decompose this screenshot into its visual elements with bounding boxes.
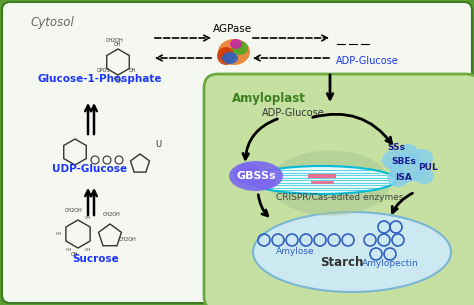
Text: OH: OH bbox=[84, 249, 91, 253]
Ellipse shape bbox=[229, 161, 283, 191]
Text: Amylose: Amylose bbox=[276, 247, 314, 256]
Ellipse shape bbox=[270, 150, 390, 216]
Text: Amylopectin: Amylopectin bbox=[362, 259, 419, 268]
Text: SSs: SSs bbox=[387, 143, 405, 152]
Text: PUL: PUL bbox=[418, 163, 438, 172]
Text: AGPase: AGPase bbox=[212, 24, 252, 34]
Text: OH: OH bbox=[71, 252, 79, 257]
Text: OH: OH bbox=[114, 42, 122, 48]
Text: Cytosol: Cytosol bbox=[30, 16, 74, 29]
FancyBboxPatch shape bbox=[204, 74, 474, 305]
Text: CH2OH: CH2OH bbox=[106, 38, 124, 43]
FancyBboxPatch shape bbox=[2, 2, 472, 303]
Text: OH: OH bbox=[56, 232, 62, 236]
Text: Starch: Starch bbox=[320, 256, 364, 269]
Ellipse shape bbox=[218, 39, 250, 65]
Text: ADP-Glucose: ADP-Glucose bbox=[336, 56, 398, 66]
Ellipse shape bbox=[382, 150, 406, 170]
Text: GBSSs: GBSSs bbox=[236, 171, 276, 181]
Ellipse shape bbox=[390, 154, 426, 182]
Ellipse shape bbox=[234, 163, 262, 185]
Text: OH: OH bbox=[65, 249, 72, 253]
Text: U: U bbox=[155, 140, 161, 149]
Text: OH: OH bbox=[129, 68, 137, 73]
Ellipse shape bbox=[411, 149, 433, 167]
Text: ADP-Glucose: ADP-Glucose bbox=[262, 108, 324, 118]
Text: UDP-Glucose: UDP-Glucose bbox=[53, 164, 128, 174]
Text: Amyloplast: Amyloplast bbox=[232, 92, 306, 105]
Text: Sucrose: Sucrose bbox=[73, 254, 119, 264]
Text: OH: OH bbox=[116, 79, 124, 84]
Ellipse shape bbox=[414, 168, 434, 184]
Text: CH2OH: CH2OH bbox=[119, 237, 137, 242]
Ellipse shape bbox=[232, 41, 248, 55]
Ellipse shape bbox=[253, 212, 451, 292]
Text: Glucose-1-Phosphate: Glucose-1-Phosphate bbox=[38, 74, 162, 84]
Text: SBEs: SBEs bbox=[392, 157, 417, 166]
Text: OH: OH bbox=[114, 77, 122, 81]
Text: CRISPR/Cas-edited enzymes: CRISPR/Cas-edited enzymes bbox=[276, 193, 404, 202]
Text: OPO3: OPO3 bbox=[97, 68, 110, 73]
Text: CH2OH: CH2OH bbox=[103, 212, 121, 217]
Ellipse shape bbox=[252, 171, 276, 189]
Text: CH2OH: CH2OH bbox=[65, 208, 83, 213]
Ellipse shape bbox=[248, 166, 396, 194]
Ellipse shape bbox=[387, 169, 409, 187]
Ellipse shape bbox=[230, 39, 242, 49]
Text: ISA: ISA bbox=[396, 173, 412, 182]
Text: OH: OH bbox=[84, 216, 91, 220]
Ellipse shape bbox=[398, 144, 418, 160]
Ellipse shape bbox=[222, 52, 238, 64]
Ellipse shape bbox=[217, 47, 235, 65]
